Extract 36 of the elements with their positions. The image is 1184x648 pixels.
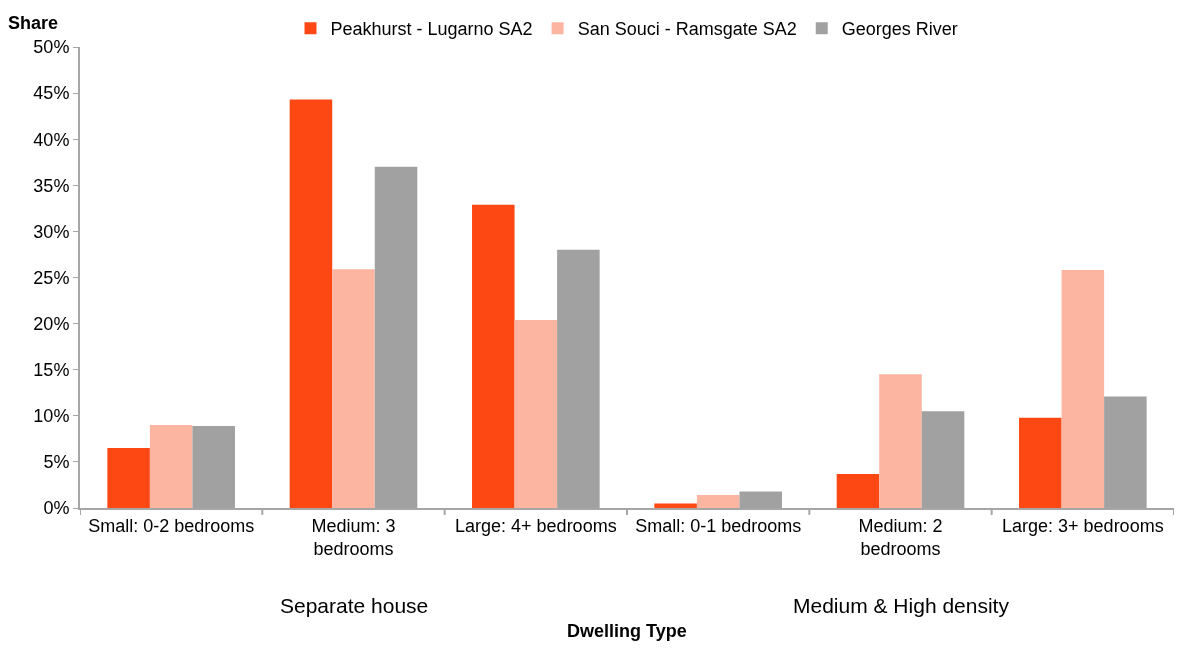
y-tick-label: 50% [33,37,70,58]
bar [107,448,150,508]
y-tick-label: 0% [43,498,70,519]
y-tick-label: 20% [33,313,70,334]
bar [1061,270,1105,508]
y-tick-label: 40% [33,129,70,150]
y-axis-title: Share [8,13,59,33]
bar [879,374,922,508]
y-tick-label: 45% [33,83,70,104]
bar [836,473,880,508]
bar [472,204,515,508]
x-tick-label: Medium: 2 bedrooms [858,515,943,559]
text: Separate house [280,594,429,617]
bar [696,495,740,508]
x-tick-label: Large: 3+ bedrooms [1002,515,1164,536]
y-tick-label: 5% [43,452,70,473]
x-tick-label: Small: 0-2 bedrooms [88,515,255,536]
bar [654,503,697,508]
bar [149,425,193,508]
y-tick-label: 25% [33,267,70,288]
legend-label: Peakhurst - Lugarno SA2 [330,19,533,40]
x-tick-label: Medium: 3 bedrooms [311,515,396,559]
legend-label: Georges River [841,19,958,40]
bar [514,319,558,508]
x-axis-title: Dwelling Type [567,621,687,641]
x-tick-label: Small: 0-1 bedrooms [635,515,802,536]
y-tick-label: 15% [33,360,70,380]
bar [332,269,375,508]
y-tick-label: 35% [33,175,70,196]
y-tick-label: 10% [33,406,70,427]
text: Medium & High density [793,594,1010,617]
bar [289,99,333,508]
legend-label: San Souci - Ramsgate SA2 [577,19,797,40]
bar [1019,417,1062,508]
x-tick-label: Large: 4+ bedrooms [455,515,617,536]
y-tick-label: 30% [33,221,70,242]
